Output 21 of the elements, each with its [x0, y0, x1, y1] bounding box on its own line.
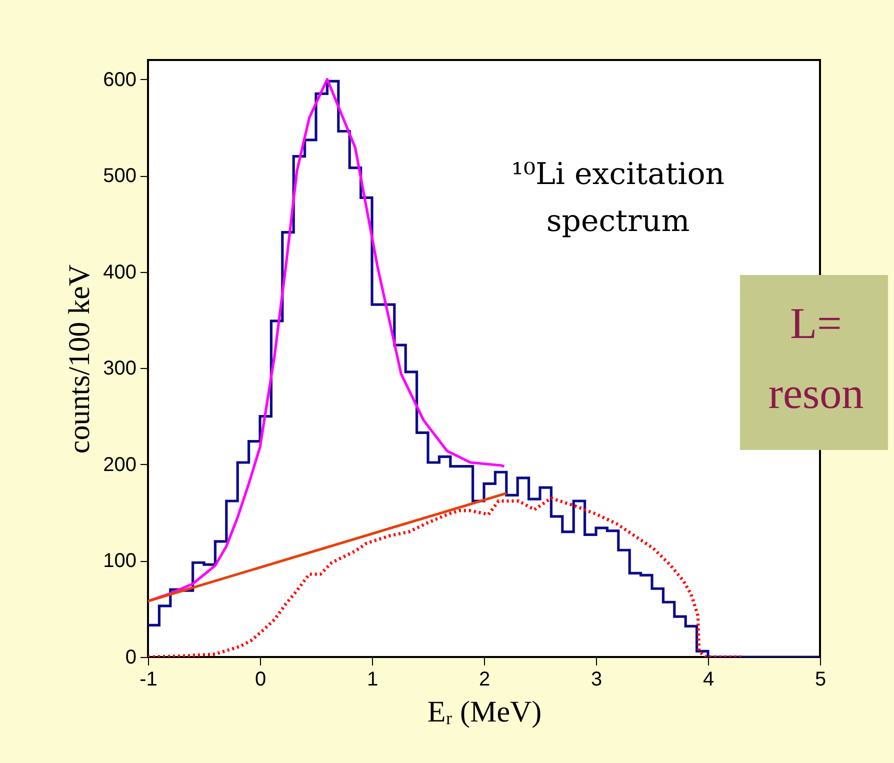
x-tick-label: -1 [140, 668, 158, 690]
annotation: L= [790, 299, 842, 348]
y-tick-label: 400 [103, 261, 136, 284]
line-series [148, 78, 506, 602]
y-axis-title: counts/100 keV [63, 264, 96, 454]
x-tick-label: 3 [590, 668, 602, 690]
line-series [148, 496, 744, 657]
y-tick-label: 100 [103, 550, 136, 572]
annotation: reson [768, 369, 864, 418]
y-tick-label: 300 [103, 358, 136, 380]
y-tick-label: 200 [103, 454, 136, 476]
annotation: ¹⁰Li excitation spectrum [511, 157, 725, 239]
x-tick-label: 0 [254, 668, 266, 690]
x-axis-title: Eᵣ (MeV) [427, 696, 542, 728]
y-tick-label: 0 [125, 646, 136, 668]
x-tick-label: 4 [702, 668, 714, 690]
x-tick-label: 5 [814, 668, 826, 690]
y-tick-label: 500 [103, 165, 136, 188]
x-tick-label: 2 [478, 668, 490, 690]
y-tick-label: 600 [103, 68, 136, 91]
x-tick-label: 1 [366, 668, 378, 690]
